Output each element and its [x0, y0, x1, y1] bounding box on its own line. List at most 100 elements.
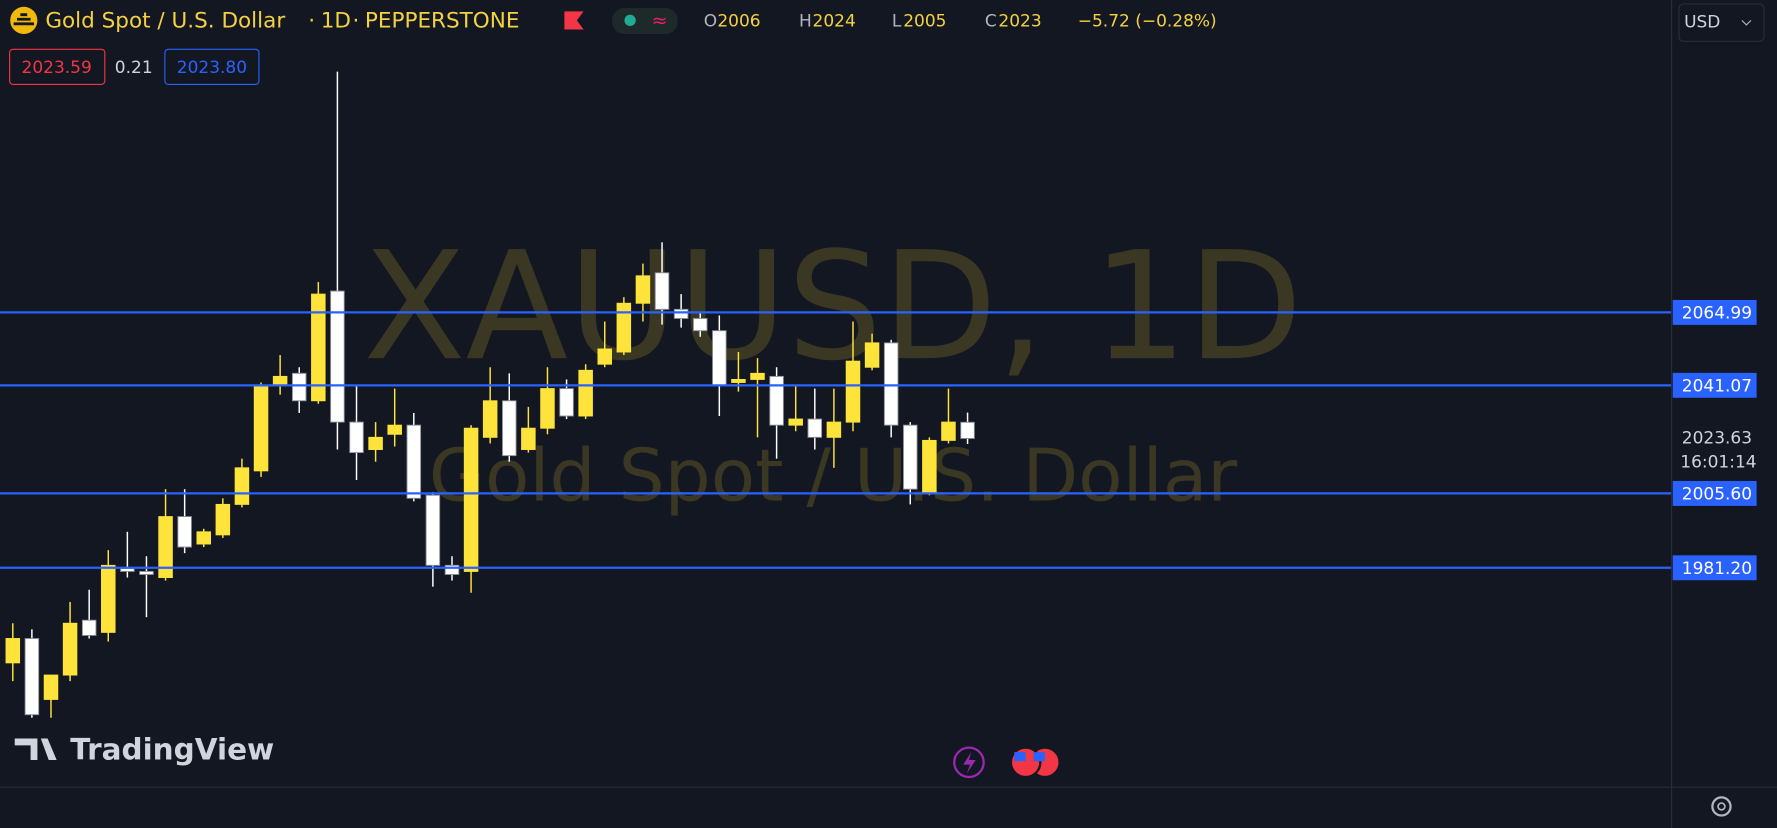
price-tag [1672, 555, 1757, 581]
events-bolt [963, 752, 976, 774]
candle-body [43, 674, 59, 700]
candle-body [139, 570, 154, 575]
candle-body [406, 424, 422, 499]
candle-body [731, 378, 746, 383]
symbol-name[interactable]: Gold Spot / U.S. Dollar [45, 9, 285, 34]
candle-body [826, 421, 842, 438]
ask-box[interactable] [164, 48, 260, 85]
currency: USD [1684, 13, 1720, 33]
candle-body [712, 330, 727, 386]
ohlc-value: 2023 [998, 12, 1041, 32]
watermark-symbol: XAUUSD, 1D [363, 220, 1302, 394]
candle-body [177, 516, 192, 548]
status-dot [624, 14, 636, 27]
candle-body [196, 531, 212, 545]
symbol-logo-mark [13, 13, 34, 26]
price-tag-label: 1981.20 [1682, 559, 1752, 579]
last-price-tag [1672, 424, 1764, 475]
price-tag [1672, 372, 1757, 398]
candle-body [673, 308, 689, 319]
candle-body [425, 494, 441, 566]
candle-body [597, 348, 613, 365]
ohlc-value: 2006 [717, 12, 760, 32]
candle-body [769, 375, 784, 426]
candle-body [463, 427, 479, 572]
price-tag [1672, 480, 1757, 506]
ohlc-value: 2024 [813, 12, 856, 32]
candle-body [444, 564, 460, 575]
flag-badge[interactable] [1009, 746, 1042, 779]
candle-body [540, 388, 555, 429]
candle-body [635, 275, 651, 304]
ohlc-label: O [704, 12, 717, 32]
candle-body [62, 622, 78, 676]
status-pill[interactable] [611, 7, 678, 34]
candle-body [903, 424, 918, 490]
candle-body [158, 516, 173, 578]
price-tag-label: 2064.99 [1682, 304, 1752, 324]
candle-body [368, 436, 383, 450]
settings-center [1717, 802, 1726, 811]
candle-body [330, 290, 345, 423]
brand-name[interactable]: TradingView [70, 732, 274, 766]
ohlc-label: C [985, 12, 997, 32]
price-tag-label: 2005.60 [1682, 485, 1752, 505]
candle-body [578, 369, 593, 417]
separator: · [308, 9, 315, 34]
candle-body [272, 375, 288, 386]
candle-body [234, 467, 250, 505]
ohlc-label: H [799, 12, 812, 32]
spread: 0.21 [115, 58, 153, 78]
candle-body [215, 503, 231, 536]
price-tag [1672, 299, 1757, 325]
candle-body [960, 421, 975, 439]
candle-body [521, 427, 536, 450]
candle-body [482, 400, 498, 438]
candle-body [253, 385, 269, 472]
price-tag-label: 2041.07 [1682, 376, 1752, 396]
candle-body [845, 360, 861, 423]
flag-canton [1014, 752, 1026, 762]
exchange: PEPPERSTONE [365, 9, 520, 34]
ohlc-value: 2005 [903, 12, 946, 32]
candle-body [291, 372, 307, 402]
brand-logo [14, 738, 57, 761]
candle-body [922, 439, 937, 493]
candle-body [750, 372, 765, 380]
candle-body [807, 418, 823, 438]
bar-countdown: 16:01:14 [1680, 452, 1756, 472]
flag-canton [1033, 752, 1045, 762]
candle-body [349, 421, 364, 454]
candle-body [788, 418, 803, 426]
ohlc-label: L [892, 12, 902, 32]
settings-icon[interactable] [1711, 796, 1732, 817]
plot [0, 71, 1672, 718]
candle-body [559, 388, 574, 417]
flag-icon[interactable] [564, 11, 584, 30]
currency-select[interactable] [1678, 3, 1765, 42]
candle-body [101, 564, 116, 633]
axes: 2064.99 2041.07 2005.60 1981.20 2023.63 16:01… [1672, 299, 1764, 581]
bid-box[interactable] [9, 48, 106, 85]
candle-body [864, 342, 880, 368]
candle-body [616, 302, 632, 353]
watermark-name: Gold Spot / U.S. Dollar [429, 434, 1237, 518]
status-icon: ≈ [652, 9, 668, 32]
bid-price: 2023.59 [22, 58, 92, 78]
candle-body [654, 272, 670, 310]
candle-body [387, 424, 402, 435]
candle-body [941, 421, 956, 441]
candle-body [883, 342, 899, 426]
last-price: 2023.63 [1682, 428, 1752, 448]
interval[interactable]: 1D [321, 9, 351, 34]
candle-body [692, 318, 708, 332]
candle-body [502, 400, 517, 457]
dropdown-arrow [1741, 19, 1752, 26]
candle-body [311, 293, 326, 402]
candle-body [81, 619, 97, 636]
ohlc-change: −5.72 (−0.28%) [1078, 12, 1217, 32]
candle-body [24, 638, 40, 716]
candle-body [5, 638, 21, 664]
